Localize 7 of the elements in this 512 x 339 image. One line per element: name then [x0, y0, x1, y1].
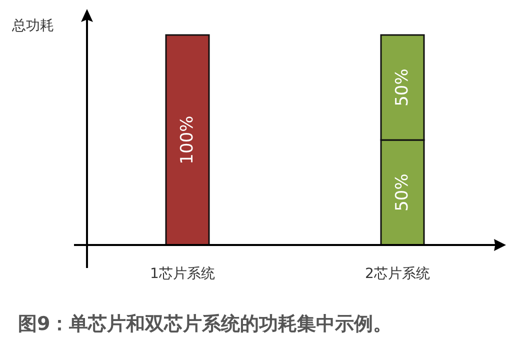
- text: 图9：单芯片和双芯片系统的功耗集中示例。: [18, 313, 392, 335]
- x-tick-label: 1芯片系统: [150, 266, 215, 282]
- x-tick-label: 2芯片系统: [365, 266, 430, 282]
- data-label: 50%: [392, 68, 412, 106]
- y-axis-title: 总功耗: [11, 18, 54, 34]
- data-label: 50%: [392, 174, 412, 212]
- data-label: 100%: [178, 116, 198, 164]
